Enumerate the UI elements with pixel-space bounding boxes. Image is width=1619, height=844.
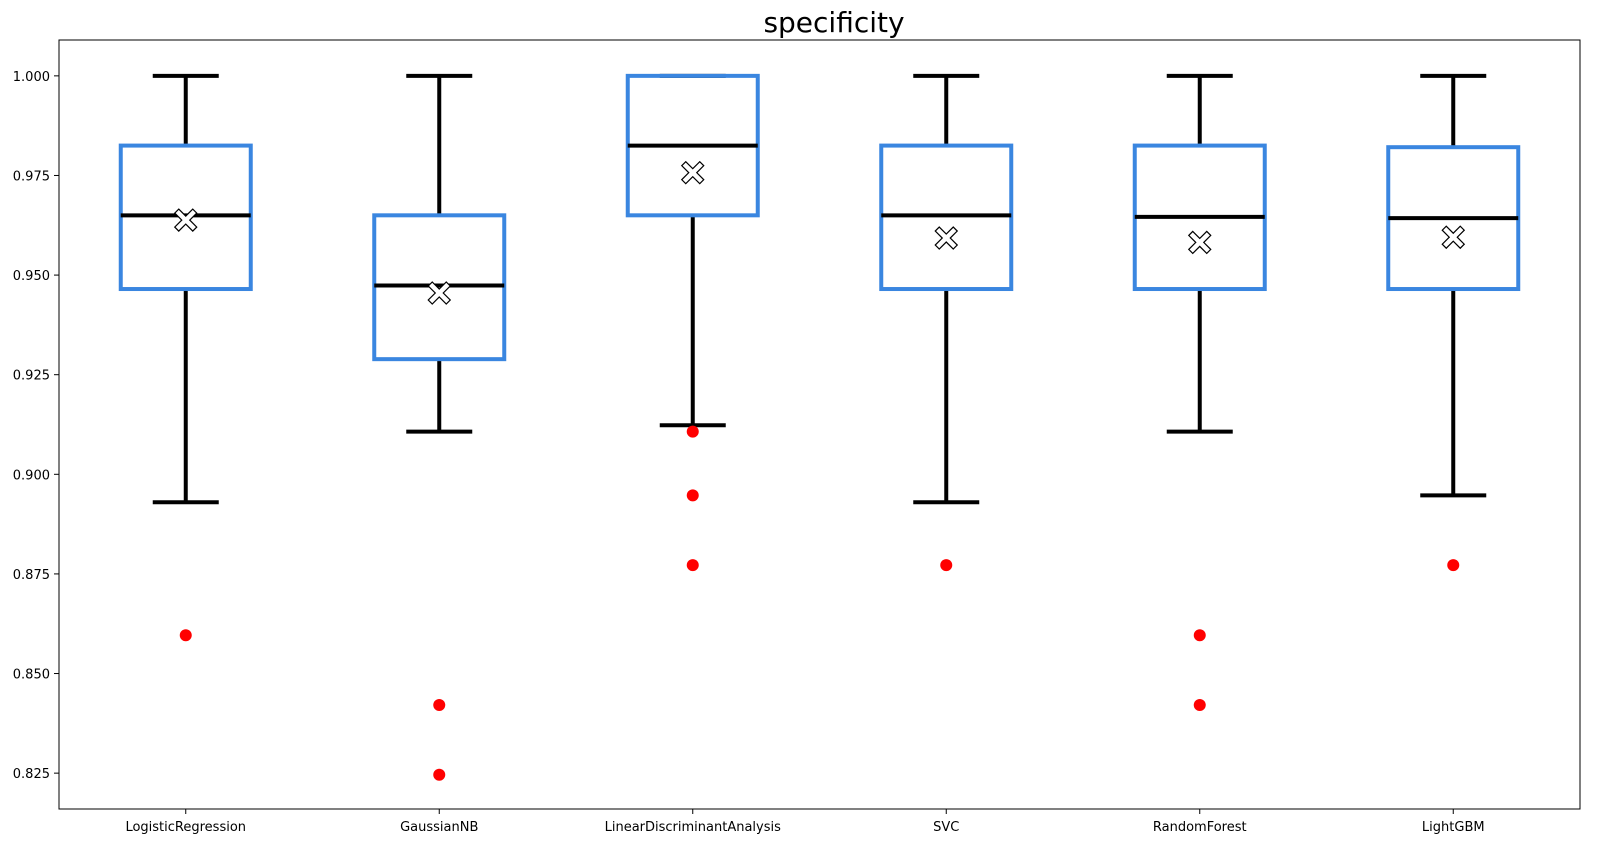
mean-x-marker bbox=[173, 208, 198, 232]
outlier-point bbox=[686, 559, 699, 572]
chart-title: specificity bbox=[763, 6, 904, 39]
mean-x-marker bbox=[427, 281, 452, 305]
outlier-point bbox=[1447, 559, 1460, 572]
mean-x-marker bbox=[1441, 225, 1466, 250]
box-lineardiscriminantanalysis bbox=[625, 73, 760, 572]
boxes-group bbox=[118, 73, 1521, 781]
outlier-point bbox=[179, 629, 192, 642]
outlier-point bbox=[686, 425, 699, 438]
y-tick-label: 0.950 bbox=[13, 269, 50, 284]
y-tick-label: 0.900 bbox=[13, 468, 50, 483]
box-logisticregression bbox=[118, 73, 253, 642]
x-tick-label: RandomForest bbox=[1153, 820, 1247, 835]
y-tick-label: 0.975 bbox=[13, 169, 50, 184]
outlier-point bbox=[433, 699, 446, 712]
plot-area-frame bbox=[58, 39, 1581, 810]
x-tick-label: GaussianNB bbox=[400, 820, 478, 835]
x-tick-label: LinearDiscriminantAnalysis bbox=[605, 820, 782, 835]
outlier-point bbox=[433, 768, 446, 781]
outlier-point bbox=[686, 489, 699, 502]
box-gaussiannb bbox=[372, 73, 507, 781]
mean-x-marker bbox=[934, 226, 959, 250]
y-tick-label: 0.925 bbox=[13, 369, 50, 384]
outlier-point bbox=[1193, 629, 1206, 642]
x-tick-label: LogisticRegression bbox=[125, 820, 246, 835]
y-axis: 0.825 0.850 0.875 0.900 0.925 0.950 0.975 1.000 bbox=[13, 70, 59, 782]
mean-x-marker bbox=[680, 160, 705, 185]
y-tick-label: 1.000 bbox=[13, 70, 50, 85]
x-axis: LogisticRegression GaussianNB LinearDiscri… bbox=[125, 809, 1485, 835]
outlier-point bbox=[940, 559, 953, 572]
y-tick-label: 0.875 bbox=[13, 568, 50, 583]
outlier-point bbox=[1193, 699, 1206, 712]
box-lightgbm bbox=[1386, 73, 1521, 572]
y-tick-label: 0.850 bbox=[13, 668, 50, 683]
mean-x-marker bbox=[1187, 230, 1212, 255]
box-svc bbox=[879, 73, 1014, 572]
y-tick-label: 0.825 bbox=[13, 767, 50, 782]
x-tick-label: SVC bbox=[933, 820, 959, 835]
box-randomforest bbox=[1132, 73, 1267, 712]
x-tick-label: LightGBM bbox=[1422, 820, 1485, 835]
